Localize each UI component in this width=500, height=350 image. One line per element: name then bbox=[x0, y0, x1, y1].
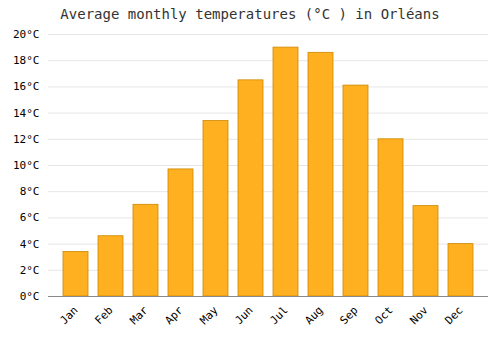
svg-text:Sep: Sep bbox=[337, 304, 360, 327]
svg-text:Mar: Mar bbox=[127, 303, 151, 327]
svg-text:10°C: 10°C bbox=[13, 159, 40, 172]
svg-text:May: May bbox=[197, 303, 221, 327]
svg-text:Dec: Dec bbox=[442, 304, 465, 327]
svg-text:0°C: 0°C bbox=[20, 290, 40, 303]
svg-text:20°C: 20°C bbox=[13, 28, 40, 41]
svg-text:12°C: 12°C bbox=[13, 133, 40, 146]
svg-text:8°C: 8°C bbox=[20, 185, 40, 198]
svg-text:Jan: Jan bbox=[57, 304, 80, 327]
svg-text:Apr: Apr bbox=[162, 303, 186, 327]
svg-text:6°C: 6°C bbox=[20, 211, 40, 224]
html-text:Average monthly temperatures (: Average monthly temperatures (°C ) in Or… bbox=[60, 6, 440, 22]
svg-text:Feb: Feb bbox=[92, 304, 115, 327]
svg-text:Jun: Jun bbox=[232, 304, 255, 327]
svg-text:4°C: 4°C bbox=[20, 238, 40, 251]
svg-text:16°C: 16°C bbox=[13, 80, 40, 93]
svg-text:Jul: Jul bbox=[267, 304, 290, 327]
svg-text:2°C: 2°C bbox=[20, 264, 40, 277]
svg-text:14°C: 14°C bbox=[13, 107, 40, 120]
svg-text:Nov: Nov bbox=[407, 303, 431, 327]
svg-text:Aug: Aug bbox=[302, 304, 325, 327]
svg-text:18°C: 18°C bbox=[13, 54, 40, 67]
svg-text:Oct: Oct bbox=[372, 304, 395, 327]
